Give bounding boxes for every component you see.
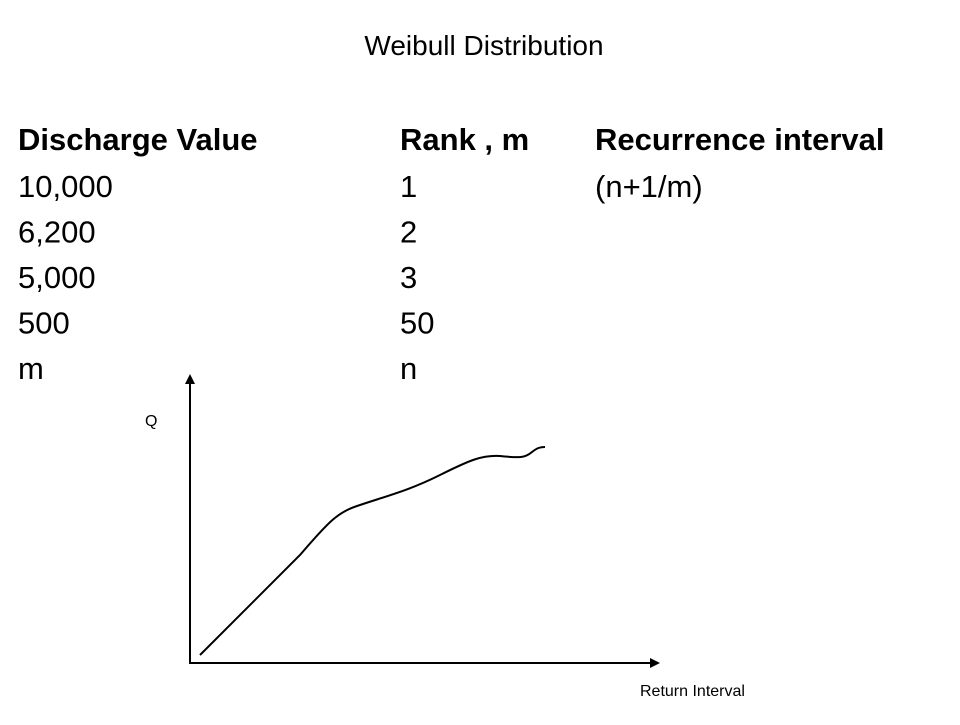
table-cell: (n+1/m) [595,169,703,204]
table-cell: 50 [400,306,434,341]
table-cell: n [400,351,417,386]
table-cell: 1 [400,169,417,204]
table-cell: 2 [400,215,417,250]
y-axis-label: Q [145,413,157,430]
title: Weibull Distribution [364,30,603,61]
table-cell: 5,000 [18,260,96,295]
table-header: Recurrence interval [595,122,884,157]
table-header: Discharge Value [18,122,258,157]
sketch: Q Return Interval [145,374,745,700]
x-axis-label: Return Interval [640,683,745,700]
table-cell: 500 [18,306,70,341]
table-cell: 10,000 [18,169,113,204]
sketch-curve [199,446,546,656]
table-cell: m [18,351,44,386]
table-cell: 6,200 [18,215,96,250]
table-cell: 3 [400,260,417,295]
table-header: Rank , m [400,122,529,157]
table: Discharge Value Rank , m Recurrence interv… [18,122,884,386]
